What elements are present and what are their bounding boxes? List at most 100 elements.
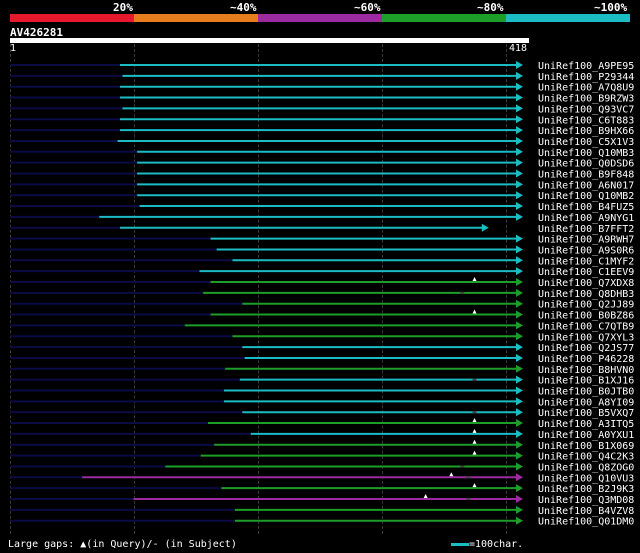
hit-arrow-icon — [516, 278, 523, 286]
hit-arrow-icon — [516, 61, 523, 69]
hit-label: UniRef100_Q7XYL3 — [538, 332, 634, 343]
hit-label: UniRef100_Q2JS77 — [538, 343, 634, 354]
hit-label: UniRef100_A3ITQ5 — [538, 419, 634, 430]
ruler-end-label: 418 — [509, 43, 528, 54]
hit-label: UniRef100_A9NYG1 — [538, 213, 634, 224]
hit-label: UniRef100_C1MYF2 — [538, 256, 634, 267]
hit-label: UniRef100_B2J9K3 — [538, 484, 634, 495]
hit-label: UniRef100_B0BZ86 — [538, 311, 634, 322]
hit-arrow-icon — [516, 267, 523, 276]
identity-bar-60 — [258, 14, 382, 22]
hit-label: UniRef100_B0JTB0 — [538, 387, 634, 398]
hit-arrow-icon — [516, 288, 523, 297]
hit-label: UniRef100_C7QTB9 — [538, 321, 634, 332]
hit-arrow-icon — [516, 343, 523, 352]
hit-arrow-icon — [516, 115, 523, 124]
hit-label: UniRef100_Q01DM0 — [538, 517, 634, 528]
hit-label: UniRef100_Q10MB2 — [538, 191, 634, 202]
subject-gap-text: (in Subject) — [164, 539, 237, 550]
hit-label: UniRef100_Q8DHB3 — [538, 289, 634, 300]
hit-label: UniRef100_P46228 — [538, 354, 634, 365]
hit-label: UniRef100_Q8ZOG0 — [538, 462, 634, 473]
hit-arrow-icon — [516, 147, 523, 156]
percent-label-80: ~80% — [477, 1, 504, 14]
query-gap-text: (in Query)/ — [86, 539, 153, 550]
query-gap-icon — [472, 483, 477, 488]
hit-label: UniRef100_Q0DSD6 — [538, 159, 634, 170]
hit-arrow-icon — [516, 158, 523, 167]
hit-arrow-icon — [516, 440, 523, 449]
hit-label: UniRef100_C1EEV9 — [538, 267, 634, 278]
hit-arrow-icon — [481, 223, 489, 232]
hit-arrow-icon — [516, 364, 523, 373]
hit-arrow-icon — [516, 310, 523, 319]
scale-text: =100char. — [469, 539, 524, 550]
hit-label: UniRef100_A9RWH7 — [538, 235, 634, 246]
hit-label: UniRef100_C5X1V3 — [538, 137, 634, 148]
hit-arrow-icon — [516, 321, 523, 330]
hit-arrow-icon — [516, 484, 523, 493]
hit-arrow-icon — [516, 104, 523, 113]
hit-arrow-icon — [516, 202, 523, 211]
identity-bar-100 — [506, 14, 630, 22]
hit-label: UniRef100_Q3MD08 — [538, 495, 634, 506]
hit-arrow-icon — [516, 353, 523, 362]
percent-label-100: ~100% — [594, 1, 628, 14]
hit-arrow-icon — [516, 473, 523, 482]
percent-label-20: 20% — [113, 1, 133, 14]
query-gap-icon — [472, 428, 477, 433]
hit-arrow-icon — [516, 191, 523, 200]
grid-line — [134, 44, 135, 534]
hit-arrow-icon — [516, 516, 523, 525]
hit-label: UniRef100_A9PE95 — [538, 61, 634, 72]
hit-arrow-icon — [516, 245, 523, 254]
hit-arrow-icon — [516, 82, 523, 91]
hit-arrow-icon — [516, 505, 523, 514]
hit-label: UniRef100_A0YXU1 — [538, 430, 634, 441]
grid-line — [10, 44, 11, 534]
grid-line — [258, 44, 259, 534]
hit-label: UniRef100_A9S0R6 — [538, 245, 634, 256]
hit-label: UniRef100_Q10VU3 — [538, 473, 634, 484]
hit-arrow-icon — [516, 299, 523, 308]
hit-label: UniRef100_Q4C2K3 — [538, 452, 634, 463]
query-gap-icon — [472, 277, 477, 281]
hit-label: UniRef100_B7FFT2 — [538, 224, 634, 235]
scale-legend: =100char. — [451, 539, 523, 550]
hit-arrow-icon — [516, 136, 523, 145]
query-ruler — [10, 38, 529, 43]
percent-label-60: ~60% — [354, 1, 381, 14]
hit-arrow-icon — [516, 332, 523, 341]
hit-arrow-icon — [516, 419, 523, 428]
hit-arrow-icon — [516, 212, 523, 221]
hit-label: UniRef100_Q93VC7 — [538, 104, 634, 115]
query-gap-icon — [423, 494, 428, 498]
ruler-start-label: 1 — [10, 43, 17, 54]
hit-arrow-icon — [516, 462, 523, 471]
hit-arrow-icon — [516, 397, 523, 406]
percent-label-40: ~40% — [230, 1, 257, 14]
subject-gap-dash-icon: - — [152, 539, 159, 550]
grid-line — [506, 44, 507, 534]
hit-label: UniRef100_B4VZV8 — [538, 506, 634, 517]
hit-arrow-icon — [516, 495, 523, 503]
hit-label: UniRef100_P29344 — [538, 72, 634, 83]
hit-label: UniRef100_B1X069 — [538, 441, 634, 452]
identity-bar-80 — [382, 14, 506, 22]
hit-arrow-icon — [516, 180, 523, 189]
hit-arrow-icon — [516, 386, 523, 395]
hit-arrow-icon — [516, 71, 523, 80]
scale-bar-icon — [451, 542, 469, 546]
query-gap-icon — [472, 418, 477, 423]
hit-label: UniRef100_Q2JJ89 — [538, 300, 634, 311]
hit-arrow-icon — [516, 234, 523, 243]
query-gap-icon — [449, 472, 454, 477]
query-gap-icon — [472, 439, 477, 444]
identity-bar-40 — [134, 14, 258, 22]
grid-line — [382, 44, 383, 534]
hit-arrow-icon — [516, 93, 523, 102]
hit-label: UniRef100_Q7XDX8 — [538, 278, 634, 289]
hit-label: UniRef100_C6T883 — [538, 115, 634, 126]
query-gap-triangle-icon: ▲ — [80, 539, 87, 550]
